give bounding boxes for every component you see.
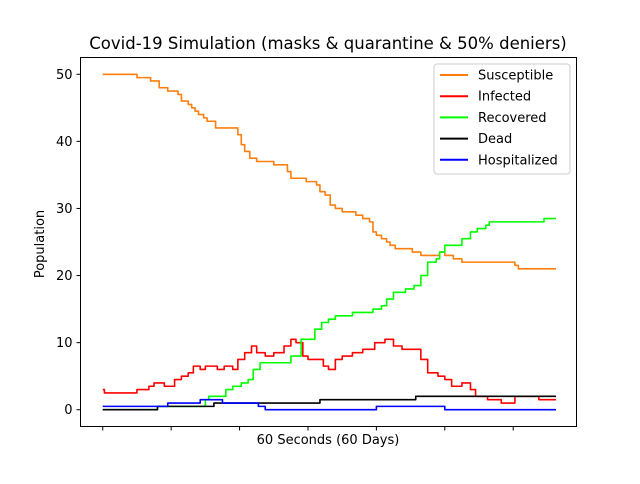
x-axis-label: 60 Seconds (60 Days) (257, 433, 400, 448)
y-tick-label: 50 (56, 68, 73, 83)
plot-frame (80, 57, 577, 427)
ticks-layer: 0 10 20 30 40 50 (56, 68, 514, 431)
series-layer (102, 73, 556, 411)
series-line-dead (102, 395, 556, 411)
series-line-hospitalized (102, 398, 556, 411)
legend-label-dead: Dead (478, 132, 512, 147)
legend-label-recovered: Recovered (478, 111, 547, 126)
series-line-susceptible (102, 73, 556, 270)
legend-label-susceptible: Susceptible (478, 69, 553, 84)
y-tick-label: 10 (56, 336, 73, 351)
legend: Susceptible Infected Recovered Dead Hospital… (433, 63, 571, 175)
y-axis-label: Population (33, 210, 48, 278)
y-tick-label: 30 (56, 202, 73, 217)
y-tick-label: 0 (64, 403, 72, 418)
series-line-recovered (102, 217, 556, 411)
legend-label-infected: Infected (478, 90, 531, 105)
chart-title: Covid-19 Simulation (masks & quarantine … (89, 34, 566, 53)
y-tick-label: 20 (56, 269, 73, 284)
series-line-infected (102, 338, 556, 404)
legend-label-hospitalized: Hospitalized (478, 153, 558, 168)
y-tick-label: 40 (56, 135, 73, 150)
legend-box (433, 63, 571, 175)
